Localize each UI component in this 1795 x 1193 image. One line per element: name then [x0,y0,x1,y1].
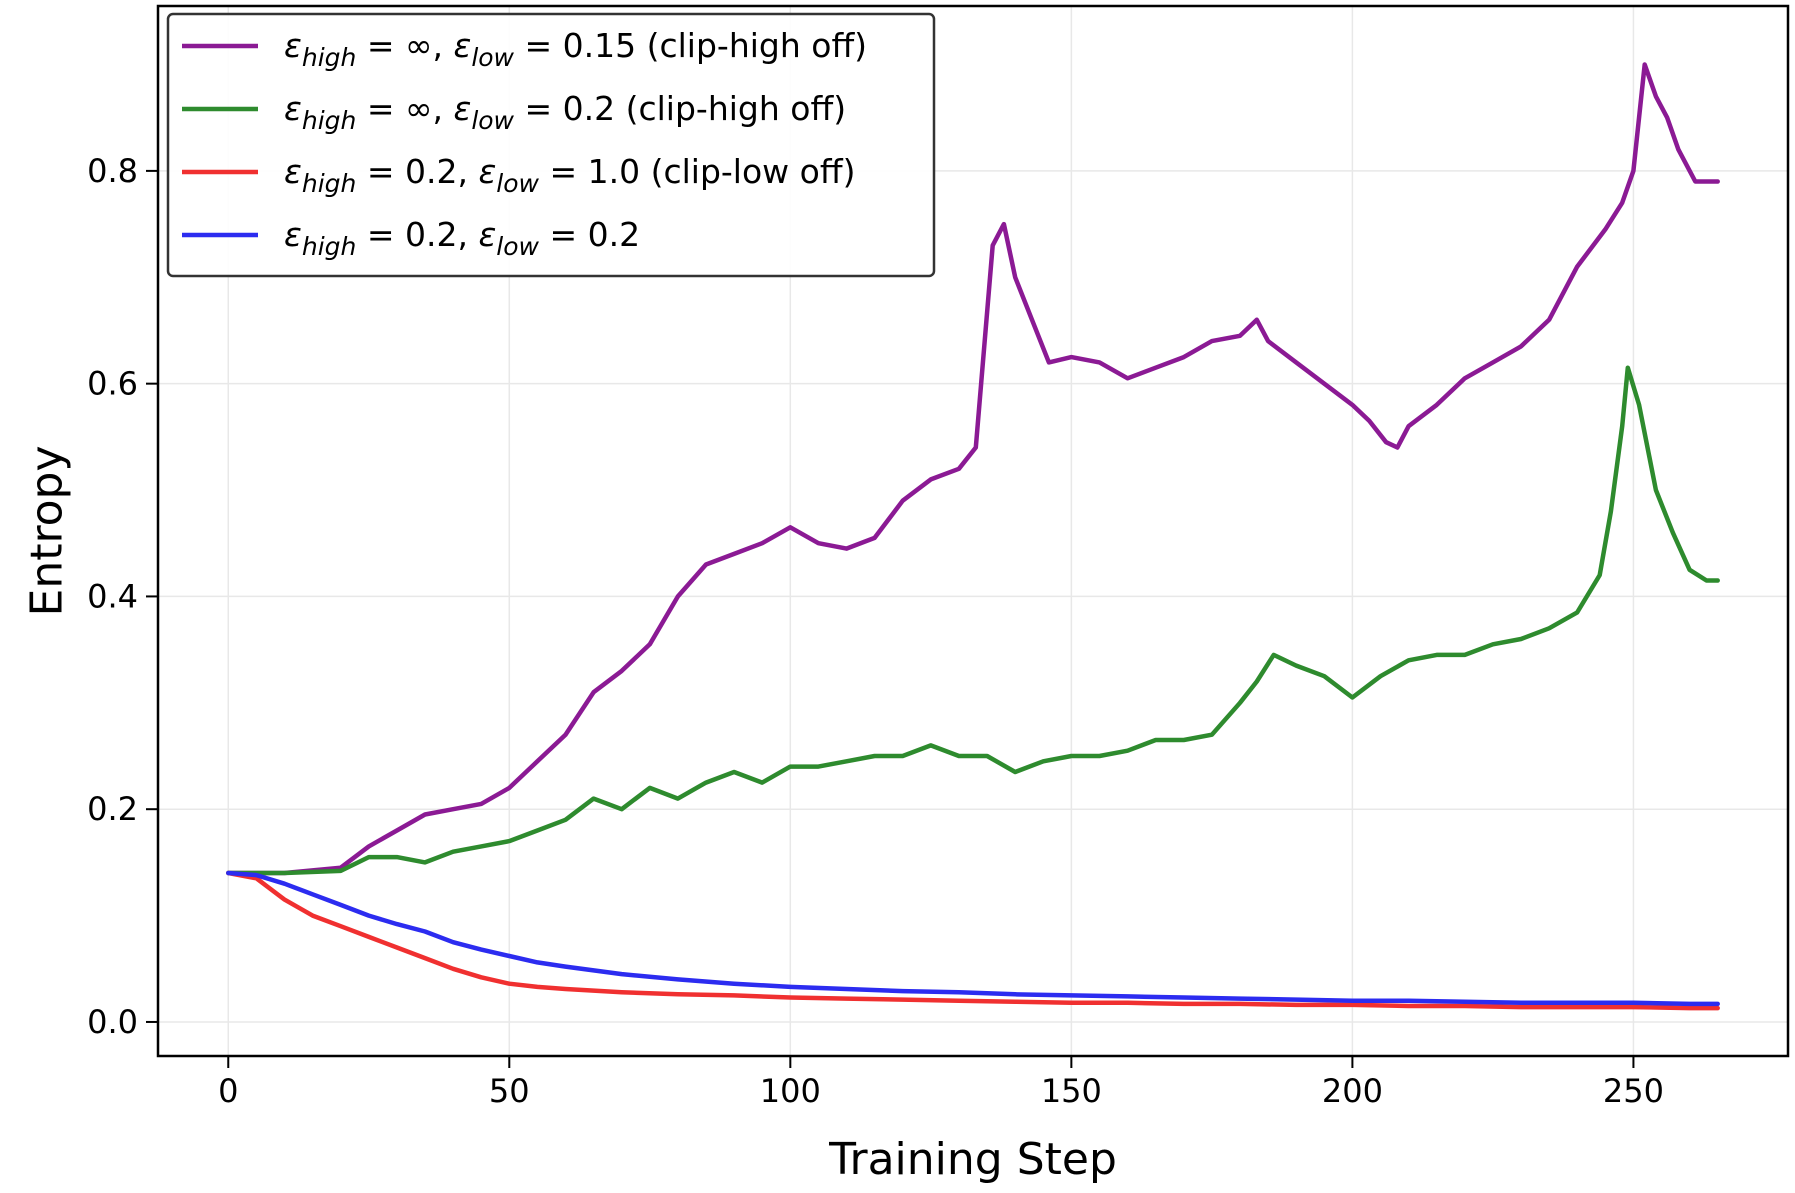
y-tick-label: 0.8 [87,152,138,190]
legend-item: εhigh = ∞, εlow = 0.15 (clip-high off) [182,26,867,72]
x-axis-label: Training Step [828,1134,1117,1185]
legend-label-part: high [302,232,357,261]
y-tick-label: 0.0 [87,1003,138,1041]
legend-label-part: = 0.2, [356,152,478,191]
legend-label-part: = ∞, [356,89,453,128]
legend-label-part: = ∞, [356,26,453,65]
legend-label-part: ε [284,215,302,254]
legend-label-part: ε [453,89,471,128]
legend-label-part: ε [453,26,471,65]
x-tick-label: 200 [1322,1072,1383,1110]
legend-label-part: ε [478,215,496,254]
legend: εhigh = ∞, εlow = 0.15 (clip-high off)εh… [166,12,936,278]
legend-label-part: low [471,43,514,72]
x-tick-label: 0 [218,1072,238,1110]
legend-label: εhigh = 0.2, εlow = 1.0 (clip-low off) [284,152,855,198]
legend-label-part: ε [284,26,302,65]
legend-item: εhigh = 0.2, εlow = 0.2 [182,215,640,261]
axis-ticks: 0 50 100 150 200 250 0.0 0.2 0.4 0.6 0.8 [87,152,1664,1110]
legend-label: εhigh = 0.2, εlow = 0.2 [284,215,640,261]
legend-label-part: low [496,232,539,261]
legend-item: εhigh = ∞, εlow = 0.2 (clip-high off) [182,89,846,135]
legend-label-part: ε [284,152,302,191]
legend-label: εhigh = ∞, εlow = 0.15 (clip-high off) [284,26,867,72]
legend-label-part: = 0.15 (clip-high off) [514,26,867,65]
x-tick-label: 100 [760,1072,821,1110]
legend-label-part: = 0.2 [539,215,640,254]
legend-label-part: ε [478,152,496,191]
legend-label-part: low [471,106,514,135]
legend-label-part: high [302,43,357,72]
legend-label-part: high [302,106,357,135]
series-layer [226,62,1720,1011]
series-line-3 [226,870,1720,1011]
y-tick-label: 0.6 [87,365,138,403]
legend-label: εhigh = ∞, εlow = 0.2 (clip-high off) [284,89,846,135]
plot-frame [156,4,1790,1058]
x-tick-label: 150 [1041,1072,1102,1110]
legend-label-part: = 0.2, [356,215,478,254]
legend-label-part: = 1.0 (clip-low off) [539,152,855,191]
x-tick-label: 50 [489,1072,530,1110]
legend-label-part: ε [284,89,302,128]
y-axis-label: Entropy [21,446,72,617]
series-line-2 [226,365,1720,876]
y-tick-label: 0.4 [87,577,138,615]
series-line-1 [226,62,1720,876]
legend-label-part: = 0.2 (clip-high off) [514,89,846,128]
legend-label-part: high [302,169,357,198]
x-tick-label: 250 [1603,1072,1664,1110]
legend-item: εhigh = 0.2, εlow = 1.0 (clip-low off) [182,152,855,198]
legend-box [166,12,936,278]
legend-label-part: low [496,169,539,198]
y-tick-label: 0.2 [87,790,138,828]
series-line-4 [226,870,1720,1007]
